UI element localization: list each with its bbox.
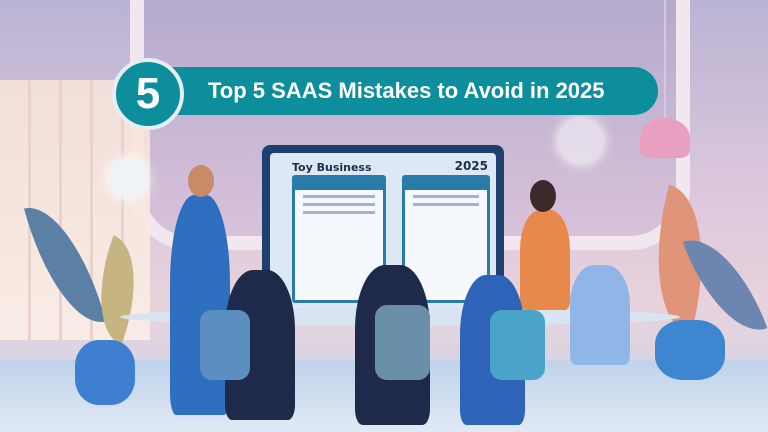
number-badge: 5	[112, 58, 184, 130]
plant-pot-left	[75, 340, 135, 405]
pendant-lamp	[664, 0, 666, 118]
screen-year: 2025	[454, 159, 488, 173]
chair	[200, 310, 250, 380]
lamp-shade	[640, 118, 690, 158]
screen-panel-left	[292, 175, 386, 303]
plant-pot-right	[655, 320, 725, 380]
bulb-icon	[108, 158, 148, 198]
screen-title: Toy Business	[292, 161, 372, 174]
presenter-head	[188, 165, 214, 197]
chair	[490, 310, 545, 380]
title-banner: Top 5 SAAS Mistakes to Avoid in 2025	[150, 67, 658, 115]
presenter-woman-head	[530, 180, 556, 212]
audience-member	[570, 265, 630, 365]
chair	[375, 305, 430, 380]
document-icon	[558, 118, 604, 164]
presenter-man	[170, 195, 230, 415]
presenter-woman	[520, 210, 570, 310]
